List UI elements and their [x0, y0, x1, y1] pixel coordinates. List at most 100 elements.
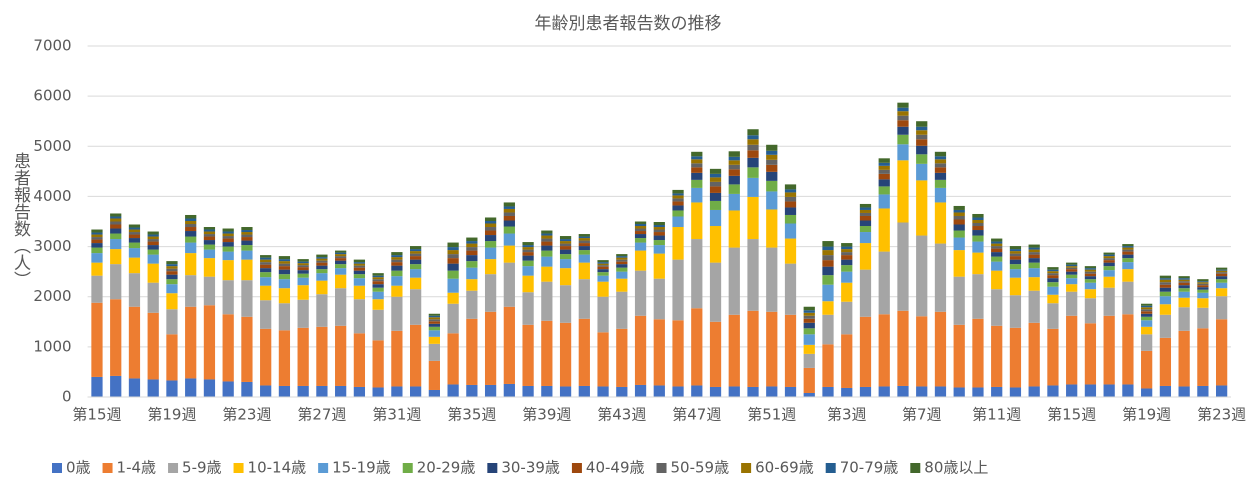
bar-segment [897, 310, 909, 386]
bar-segment [672, 259, 684, 321]
bar-segment [578, 246, 590, 251]
bar-segment [1141, 320, 1153, 327]
bar-segment [1159, 304, 1172, 315]
bar-segment [597, 386, 609, 397]
bar-segment [203, 234, 216, 237]
bar-segment [1197, 292, 1209, 299]
bar-segment [372, 273, 384, 276]
bar-segment [353, 263, 366, 266]
bar-segment [203, 231, 216, 235]
bar-segment [916, 235, 928, 317]
bar-segment [972, 213, 984, 218]
bar-segment [466, 241, 478, 244]
bar-segment [203, 227, 216, 230]
bar-segment [634, 224, 647, 227]
bar-segment [128, 248, 141, 258]
bar-segment [166, 284, 178, 294]
bar-segment [897, 120, 909, 127]
bar-segment [353, 265, 366, 268]
x-tick-label: 第3週 [827, 406, 867, 424]
bar-segment [1141, 326, 1153, 335]
bar-segment [897, 222, 909, 311]
bar-segment [953, 237, 965, 251]
x-tick-label: 第15週 [72, 406, 121, 424]
bar-segment [466, 247, 478, 251]
bar-segment [391, 330, 403, 387]
y-tick-label: 1000 [33, 337, 71, 355]
bar-segment [222, 233, 234, 237]
bar-segment [578, 318, 590, 386]
bar-segment [297, 327, 309, 386]
bar-segment [147, 263, 159, 283]
bar-segment [110, 375, 122, 397]
legend-label: 15-19歳 [332, 459, 391, 477]
bar-segment [766, 247, 778, 312]
bar-segment [391, 252, 403, 256]
bar-segment [484, 241, 497, 248]
bar-segment [559, 386, 572, 397]
bar-segment [260, 257, 272, 260]
bar-segment [203, 244, 216, 250]
bar-segment [1009, 269, 1022, 278]
bar-segment [335, 252, 347, 255]
bar-segment [559, 249, 572, 255]
bar-segment [503, 245, 515, 263]
bar-segment [1159, 284, 1172, 288]
bar-segment [841, 243, 853, 247]
bar-segment [466, 243, 478, 248]
bar-segment [1122, 246, 1134, 248]
bar-segment [1047, 275, 1059, 279]
bar-segment [1178, 285, 1190, 289]
bar-segment [128, 238, 141, 243]
bar-segment [503, 262, 515, 307]
bar-segment [728, 151, 740, 157]
bar-segment [841, 271, 853, 283]
bar-segment [372, 291, 384, 300]
bar-segment [391, 285, 403, 297]
bar-segment [353, 262, 366, 264]
x-tick-label: 第15週 [1047, 406, 1096, 424]
bar-segment [803, 322, 815, 329]
bar-segment [335, 250, 347, 253]
bar-segment [953, 205, 965, 210]
bar-segment [353, 333, 366, 387]
bar-segment [1141, 307, 1153, 310]
legend-label: 30-39歳 [501, 459, 560, 477]
bar-segment [447, 258, 459, 264]
bar-segment [841, 252, 853, 256]
bar-segment [653, 319, 665, 386]
bar-segment [203, 258, 216, 277]
bar-segment [316, 269, 328, 274]
bar-segment [372, 284, 384, 288]
bar-segment [1178, 307, 1190, 331]
bar-segment [953, 215, 965, 220]
bar-segment [541, 245, 553, 251]
bar-segment [653, 229, 665, 233]
legend-label: 5-9歳 [182, 459, 222, 477]
bar-segment [91, 262, 103, 276]
bar-segment [260, 285, 272, 301]
bar-segment [391, 257, 403, 260]
x-tick-label: 第31週 [372, 406, 421, 424]
bar-segment [653, 253, 665, 279]
bar-segment [916, 386, 928, 397]
bar-segment [709, 321, 722, 387]
bar-segment [128, 229, 141, 233]
bar-segment [578, 236, 590, 239]
bar-segment [634, 250, 647, 271]
bar-segment [391, 262, 403, 266]
bar-segment [1122, 247, 1134, 250]
bar-segment [616, 291, 628, 329]
bar-segment [859, 203, 872, 208]
bar-segment [503, 306, 515, 384]
bar-segment [91, 243, 103, 248]
bar-segment [1103, 276, 1115, 288]
bar-segment [147, 249, 159, 255]
bar-segment [672, 205, 684, 211]
bar-segment [316, 254, 328, 258]
bar-segment [878, 169, 890, 174]
bar-segment [278, 279, 291, 289]
bar-segment [616, 278, 628, 292]
bar-segment [916, 154, 928, 164]
bar-segment [1103, 252, 1115, 255]
